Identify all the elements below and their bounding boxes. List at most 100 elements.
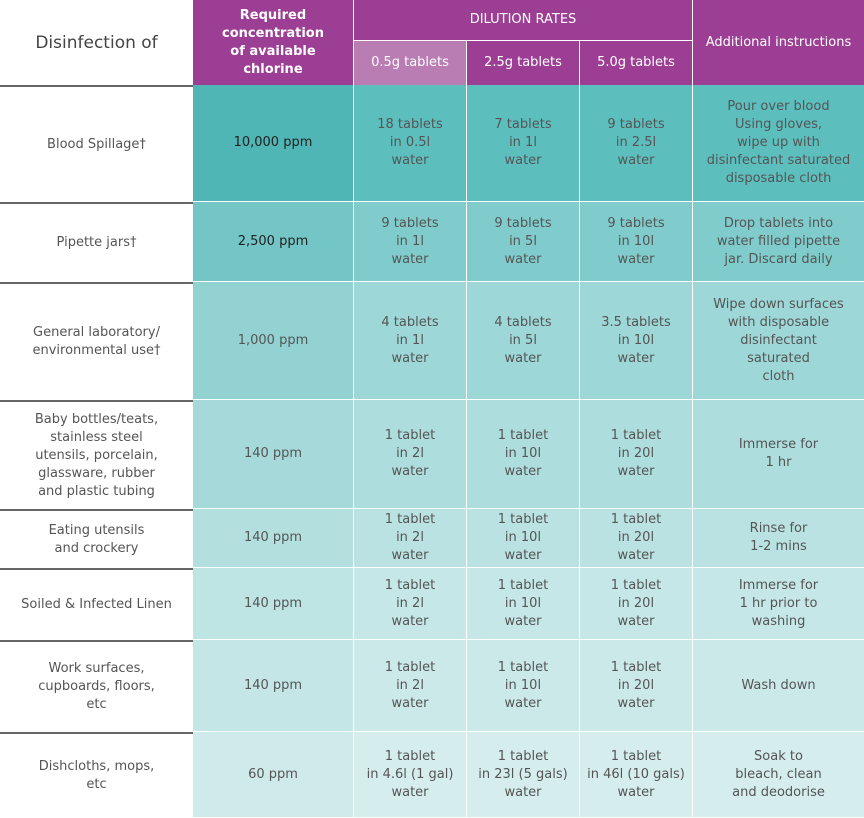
rate-text: 3.5 tablets xyxy=(601,314,671,330)
rate-text: in 2l xyxy=(396,446,424,461)
rate-text: 1 tablet xyxy=(384,659,436,675)
item-text: Baby bottles/teats, xyxy=(34,411,159,427)
rate-text: 9 tablets xyxy=(607,117,665,132)
item-text: Soiled & Infected Linen xyxy=(21,597,172,612)
rate-text: 1 tablet xyxy=(384,577,436,593)
instructions-cell: Rinse for 1-2 mins xyxy=(693,509,864,567)
instruction-text: 1 hr prior to xyxy=(739,595,818,611)
item-cell: Baby bottles/teats, stainless steel utensi… xyxy=(0,400,193,509)
item-cell: Blood Spillage† xyxy=(0,85,193,202)
rate-cell: 3.5 tablets in 10l water xyxy=(580,282,692,399)
rate-text: 9 tablets xyxy=(381,215,439,231)
rate-text: 1 tablet xyxy=(610,748,662,764)
concentration-cell: 60 ppm xyxy=(193,732,353,817)
item-text: etc xyxy=(86,697,107,712)
rate-text: in 2l xyxy=(396,677,424,693)
rate-text: 1 tablet xyxy=(610,512,662,527)
concentration-cell: 140 ppm xyxy=(193,568,353,639)
item-text: utensils, porcelain, xyxy=(35,447,158,463)
header-text: 2.5g tablets xyxy=(484,55,562,70)
rate-text: 1 tablet xyxy=(497,659,549,675)
rate-text: in 20l xyxy=(617,677,655,693)
instruction-text: Drop tablets into xyxy=(723,215,834,231)
instruction-text: washing xyxy=(751,613,806,629)
item-text: General laboratory/ xyxy=(33,325,160,340)
concentration-cell: 140 ppm xyxy=(193,400,353,508)
item-text: and crockery xyxy=(54,540,139,556)
instructions-cell: Immerse for 1 hr xyxy=(693,400,864,508)
instructions-cell: Pour over blood Using gloves, wipe up with… xyxy=(693,85,864,201)
rate-text: 18 tablets xyxy=(377,117,443,132)
instruction-text: water filled pipette xyxy=(716,233,841,249)
instruction-text: jar. Discard daily xyxy=(724,251,833,267)
rate-cell: 1 tablet in 20l water xyxy=(580,509,692,567)
instruction-text: Pour over blood xyxy=(727,99,830,114)
rate-cell: 1 tablet in 10l water xyxy=(467,640,579,731)
header-additional: Additional instructions xyxy=(693,0,864,85)
rate-text: in 23l (5 gals) xyxy=(478,766,568,782)
header-tablet: 5.0g tablets xyxy=(580,41,692,85)
instruction-text: Immerse for xyxy=(738,577,819,593)
rate-cell: 1 tablet in 2l water xyxy=(354,509,466,567)
rate-text: in 10l xyxy=(617,233,655,249)
item-text: environmental use† xyxy=(32,343,161,358)
rate-cell: 1 tablet in 20l water xyxy=(580,400,692,508)
rate-text: in 20l xyxy=(617,530,655,545)
rate-text: in 10l xyxy=(504,530,542,545)
rate-text: water xyxy=(391,548,429,563)
rate-text: 1 tablet xyxy=(497,748,549,764)
header-text: 0.5g tablets xyxy=(371,55,449,70)
concentration-cell: 10,000 ppm xyxy=(193,85,353,201)
header-text: concentration xyxy=(222,25,324,41)
rate-text: water xyxy=(617,251,655,267)
item-text: Dishcloths, mops, xyxy=(38,759,155,774)
header-text: 5.0g tablets xyxy=(597,55,675,70)
rate-text: in 2l xyxy=(396,530,424,545)
concentration-text: 10,000 ppm xyxy=(233,135,313,150)
rate-text: in 0.5l xyxy=(389,135,431,150)
instruction-text: Wash down xyxy=(741,677,816,693)
rate-text: water xyxy=(504,695,542,711)
rate-text: water xyxy=(504,784,542,800)
rate-text: water xyxy=(391,613,429,629)
rate-text: water xyxy=(617,548,655,563)
item-text: Pipette jars† xyxy=(56,235,137,250)
rate-text: water xyxy=(617,350,655,366)
rate-cell: 9 tablets in 10l water xyxy=(580,202,692,281)
instructions-cell: Wash down xyxy=(693,640,864,731)
rate-cell: 7 tablets in 1l water xyxy=(467,85,579,201)
rate-cell: 9 tablets in 2.5l water xyxy=(580,85,692,201)
instruction-text: Rinse for xyxy=(749,521,808,536)
header-text: of available xyxy=(230,43,316,59)
instruction-text: disinfectant xyxy=(740,332,817,348)
concentration-cell: 2,500 ppm xyxy=(193,202,353,281)
rate-cell: 9 tablets in 5l water xyxy=(467,202,579,281)
header-dilution: DILUTION RATES xyxy=(354,0,692,40)
rate-text: in 46l (10 gals) xyxy=(587,766,685,782)
header-tablet: 2.5g tablets xyxy=(467,41,579,85)
rate-text: water xyxy=(504,350,542,366)
rate-text: water xyxy=(504,548,542,563)
header-text: Required xyxy=(239,7,307,23)
instruction-text: 1-2 mins xyxy=(750,539,807,554)
concentration-cell: 1,000 ppm xyxy=(193,282,353,399)
rate-cell: 1 tablet in 46l (10 gals) water xyxy=(580,732,692,817)
rate-text: water xyxy=(617,695,655,711)
instruction-text: with disposable xyxy=(727,314,830,330)
rate-text: water xyxy=(391,464,429,479)
rate-text: 1 tablet xyxy=(384,748,436,764)
rate-text: in 2l xyxy=(396,595,424,611)
rate-text: in 10l xyxy=(504,446,542,461)
concentration-text: 1,000 ppm xyxy=(237,332,309,348)
instructions-cell: Wipe down surfaces with disposable disinfe… xyxy=(693,282,864,399)
item-text: Eating utensils xyxy=(48,522,145,538)
rate-text: water xyxy=(617,153,655,168)
rate-text: in 1l xyxy=(396,332,424,348)
item-text: etc xyxy=(86,777,107,792)
rate-cell: 1 tablet in 20l water xyxy=(580,568,692,639)
instruction-text: 1 hr xyxy=(765,455,792,470)
item-text: stainless steel xyxy=(50,429,143,445)
rate-cell: 1 tablet in 4.6l (1 gal) water xyxy=(354,732,466,817)
header-concentration: Required concentration of available chlorin… xyxy=(193,0,353,85)
concentration-text: 60 ppm xyxy=(248,766,298,782)
